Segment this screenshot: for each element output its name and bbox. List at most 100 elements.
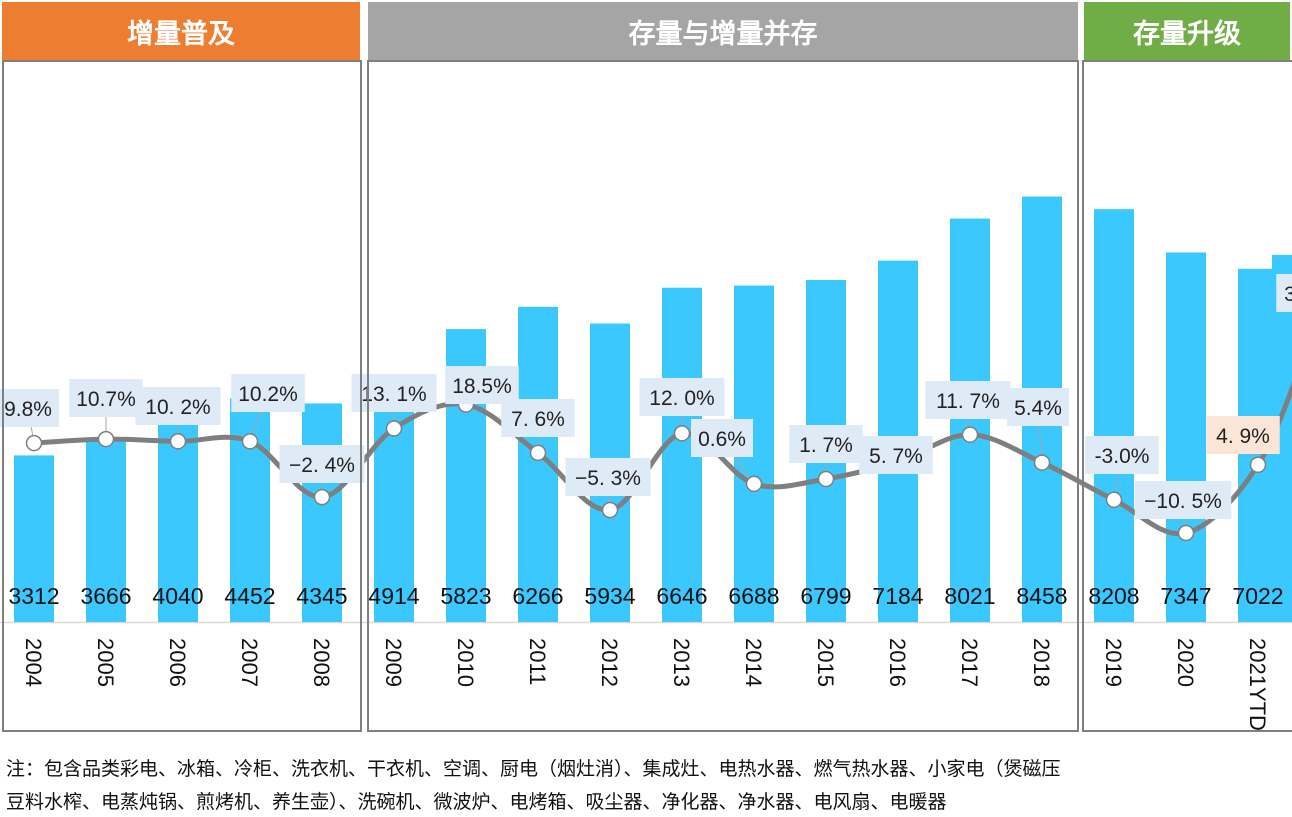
category-label-2010: 2010 xyxy=(453,638,478,687)
value-label-2019: 8208 xyxy=(1088,583,1139,609)
growth-label-truncated-bg xyxy=(1276,274,1292,312)
category-label-2018: 2018 xyxy=(1029,638,1054,687)
category-label-2005: 2005 xyxy=(93,638,118,687)
growth-label-2011: 7. 6% xyxy=(501,399,575,437)
growth-label-2018-text: 5.4% xyxy=(1014,397,1062,420)
growth-label-2019-text: -3.0% xyxy=(1095,445,1150,468)
category-label-2015: 2015 xyxy=(813,638,838,687)
value-label-2018: 8458 xyxy=(1016,583,1067,609)
growth-label-2016-text: 5. 7% xyxy=(869,445,923,468)
value-label-2020: 7347 xyxy=(1160,583,1211,609)
bar-truncated xyxy=(1272,254,1292,622)
growth-label-2015-bg xyxy=(789,425,863,463)
growth-label-truncated: 3 xyxy=(1276,274,1292,312)
growth-label-2008-text: −2. 4% xyxy=(289,454,355,477)
growth-label-2009-bg xyxy=(351,374,437,412)
point-2021YTD xyxy=(1249,456,1267,474)
growth-label-2011-bg xyxy=(501,399,575,437)
growth-label-2016-bg xyxy=(859,436,933,474)
point-2018 xyxy=(1033,454,1051,471)
value-label-2007: 4452 xyxy=(224,583,275,609)
point-2013 xyxy=(673,425,691,442)
category-label-2006: 2006 xyxy=(165,638,190,687)
growth-label-2018-bg xyxy=(1007,388,1069,426)
phase-header-2: 存量与增量并存 xyxy=(368,2,1078,60)
growth-label-2013: 12. 0% xyxy=(639,378,725,416)
growth-label-2005-text: 10.7% xyxy=(76,388,136,411)
growth-label-2017-text: 11. 7% xyxy=(936,390,1000,413)
growth-label-2012-text: −5. 3% xyxy=(575,467,641,490)
bar-2005 xyxy=(86,437,126,622)
growth-label-2014-text: 0.6% xyxy=(698,428,746,451)
point-2017 xyxy=(961,426,979,443)
growth-label-2021YTD-bg xyxy=(1206,416,1280,454)
point-2004 xyxy=(25,434,43,452)
growth-label-2007-bg xyxy=(231,374,305,412)
category-label-2007: 2007 xyxy=(237,638,262,687)
value-label-2011: 6266 xyxy=(512,583,563,609)
growth-label-2020-bg xyxy=(1134,481,1232,519)
growth-label-2010-text: 18.5% xyxy=(452,375,512,398)
growth-label-2005: 10.7% xyxy=(69,379,143,417)
footnote-line-1: 注：包含品类彩电、冰箱、冷柜、洗衣机、干衣机、空调、厨电（烟灶消）、集成灶、电热… xyxy=(6,758,1061,780)
bar-2017 xyxy=(950,218,990,622)
growth-label-2021YTD: 4. 9% xyxy=(1206,416,1280,454)
growth-label-2004-text: 9.8% xyxy=(4,398,52,421)
category-label-2008: 2008 xyxy=(309,638,334,687)
value-label-2009: 4914 xyxy=(368,583,419,609)
category-label-2019: 2019 xyxy=(1101,638,1126,687)
category-label-2016: 2016 xyxy=(885,638,910,687)
point-2011 xyxy=(529,444,547,462)
growth-label-2015-text: 1. 7% xyxy=(799,434,853,457)
value-label-2014: 6688 xyxy=(728,583,779,609)
phase-panel-1 xyxy=(2,60,362,732)
growth-label-2007-text: 10.2% xyxy=(238,383,298,406)
value-label-2016: 7184 xyxy=(872,583,923,609)
bar-2004 xyxy=(14,455,54,622)
growth-label-2014: 0.6% xyxy=(691,419,753,457)
growth-label-2008: −2. 4% xyxy=(279,445,365,483)
category-label-2020: 2020 xyxy=(1173,638,1198,687)
value-label-2006: 4040 xyxy=(152,583,203,609)
category-label-2017: 2017 xyxy=(957,638,982,687)
category-label-2012: 2012 xyxy=(597,638,622,687)
footnote-line-2: 豆料水榨、电蒸炖锅、煎烤机、养生壶）、洗碗机、微波炉、电烤箱、吸尘器、净化器、净… xyxy=(6,791,947,813)
bar-line-chart: 9.8% 10.7% 10. 2% 10.2% −2. 4% 13. 1% 18.5% 7. … xyxy=(0,196,1292,731)
growth-label-2004: 9.8% xyxy=(0,389,59,427)
category-label-2014: 2014 xyxy=(741,638,766,687)
point-2006 xyxy=(169,433,187,450)
growth-label-2010-bg xyxy=(445,366,519,404)
point-2014 xyxy=(745,475,763,493)
growth-label-2005-bg xyxy=(69,379,143,417)
category-label-2009: 2009 xyxy=(381,638,406,687)
growth-label-2006-text: 10. 2% xyxy=(145,396,210,419)
phase-header-3: 存量升级 xyxy=(1084,2,1290,60)
point-2008 xyxy=(313,488,331,506)
growth-label-2017-bg xyxy=(925,381,1011,419)
growth-label-truncated-text: 3 xyxy=(1284,283,1292,306)
growth-label-2006-bg xyxy=(135,387,221,425)
value-label-2017: 8021 xyxy=(944,583,995,609)
point-2019 xyxy=(1105,491,1123,509)
point-2020 xyxy=(1177,524,1195,542)
bar-2008 xyxy=(302,403,342,622)
category-label-2021YTD: 2021YTD xyxy=(1245,638,1270,731)
value-label-2008: 4345 xyxy=(296,583,347,609)
growth-label-2020-text: −10. 5% xyxy=(1144,490,1222,513)
bar-2006 xyxy=(158,418,198,622)
growth-label-2019: -3.0% xyxy=(1085,436,1159,474)
growth-label-2010: 18.5% xyxy=(445,366,519,404)
point-2015 xyxy=(817,470,835,488)
point-2012 xyxy=(601,501,619,519)
growth-label-2006: 10. 2% xyxy=(135,387,221,425)
category-label-2013: 2013 xyxy=(669,638,694,687)
growth-label-2012-bg xyxy=(565,458,651,496)
growth-label-2013-bg xyxy=(639,378,725,416)
growth-label-2011-text: 7. 6% xyxy=(511,408,565,431)
growth-label-2007: 10.2% xyxy=(231,374,305,412)
value-label-2013: 6646 xyxy=(656,583,707,609)
value-label-2015: 6799 xyxy=(800,583,851,609)
growth-label-2015: 1. 7% xyxy=(789,425,863,463)
point-2007 xyxy=(241,433,259,450)
